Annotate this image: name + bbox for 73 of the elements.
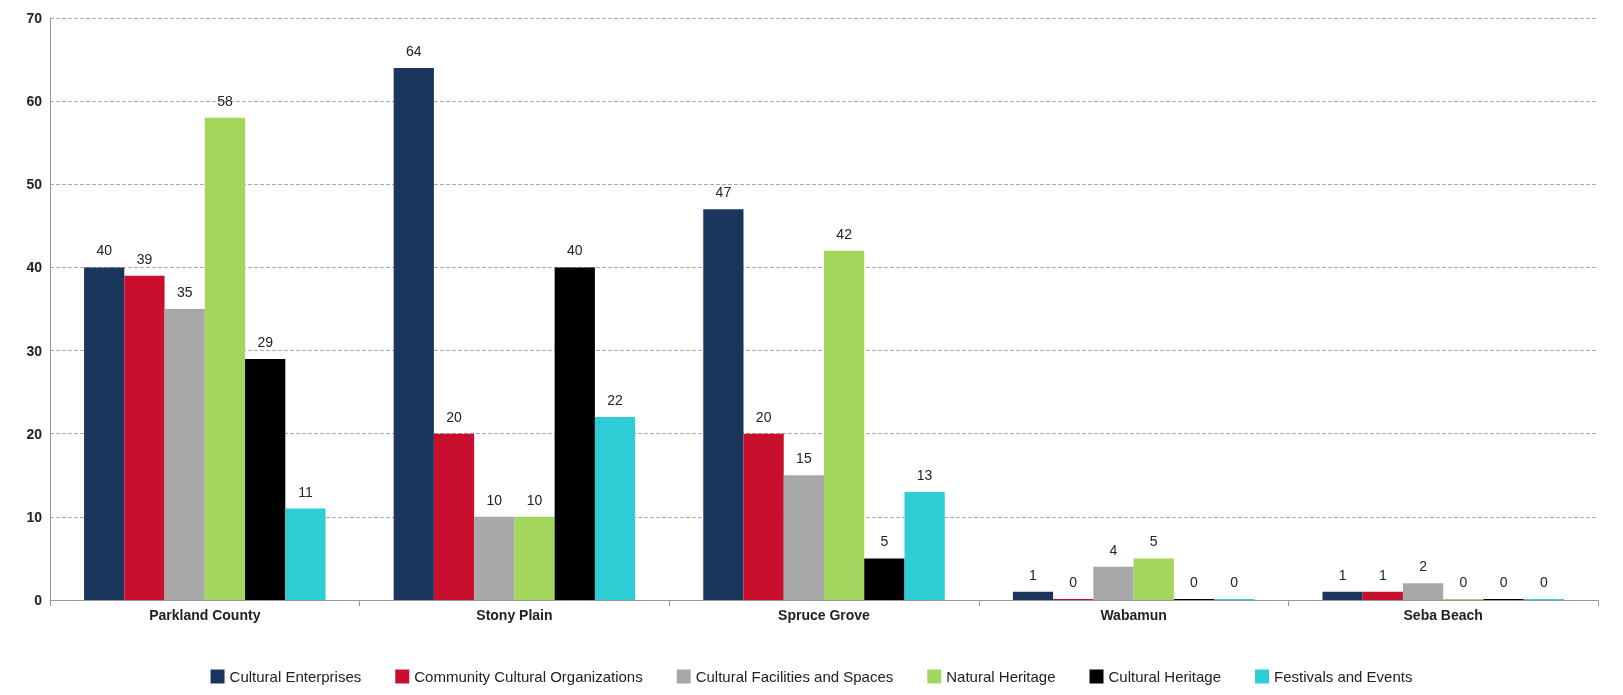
data-label: 1 bbox=[1378, 566, 1387, 583]
bar bbox=[474, 516, 515, 600]
data-label: 4 bbox=[1109, 541, 1118, 558]
data-label: 1 bbox=[1338, 566, 1347, 583]
bar bbox=[285, 508, 326, 600]
data-label: 0 bbox=[1499, 574, 1508, 590]
data-label: 40 bbox=[566, 242, 583, 259]
bar bbox=[245, 358, 286, 600]
data-label: 0 bbox=[1539, 574, 1548, 590]
data-label: 5 bbox=[1149, 533, 1158, 550]
legend-label: Natural Heritage bbox=[946, 668, 1056, 685]
y-tick-label: 70 bbox=[26, 10, 43, 26]
bar bbox=[594, 417, 636, 600]
data-label: 35 bbox=[176, 284, 193, 300]
bar bbox=[1133, 558, 1174, 600]
y-tick-label: 10 bbox=[26, 508, 43, 525]
bar bbox=[1093, 566, 1134, 600]
data-label: 22 bbox=[607, 392, 624, 409]
data-label: 10 bbox=[526, 491, 543, 508]
bar bbox=[703, 209, 744, 600]
y-tick-label: 20 bbox=[26, 425, 43, 442]
legend-label: Festivals and Events bbox=[1274, 668, 1413, 685]
data-label: 11 bbox=[298, 483, 313, 500]
x-tick-label: Stony Plain bbox=[476, 607, 553, 623]
data-label: 15 bbox=[796, 450, 812, 467]
bar bbox=[824, 250, 865, 600]
bar bbox=[1322, 591, 1363, 600]
bar bbox=[124, 275, 165, 600]
legend-label: Community Cultural Organizations bbox=[414, 668, 643, 685]
bar bbox=[743, 433, 784, 600]
bar bbox=[1012, 591, 1054, 600]
bar bbox=[1362, 591, 1403, 600]
bar bbox=[1402, 583, 1444, 600]
y-tick-label: 50 bbox=[26, 176, 43, 193]
legend-label: Cultural Enterprises bbox=[229, 668, 362, 685]
bar bbox=[904, 491, 945, 600]
x-tick-label: Spruce Grove bbox=[778, 607, 871, 623]
data-label: 58 bbox=[217, 92, 233, 109]
y-tick-label: 60 bbox=[26, 93, 43, 110]
data-label: 20 bbox=[446, 408, 463, 425]
bar bbox=[164, 309, 205, 600]
data-label: 0 bbox=[1190, 574, 1199, 590]
bar bbox=[864, 558, 905, 600]
data-label: 5 bbox=[880, 533, 889, 550]
x-tick-label: Seba Beach bbox=[1403, 607, 1483, 623]
data-label: 20 bbox=[755, 408, 772, 425]
y-tick-label: 0 bbox=[34, 592, 43, 608]
bar bbox=[204, 117, 246, 600]
data-label: 0 bbox=[1459, 574, 1468, 590]
x-tick-label: Parkland County bbox=[149, 607, 261, 623]
data-label: 1 bbox=[1029, 566, 1038, 583]
data-label: 29 bbox=[257, 333, 274, 350]
bar bbox=[84, 267, 125, 600]
data-label: 39 bbox=[136, 250, 153, 267]
data-label: 2 bbox=[1419, 558, 1428, 575]
bar bbox=[514, 516, 555, 600]
bar bbox=[554, 267, 595, 600]
legend-label: Cultural Facilities and Spaces bbox=[695, 668, 894, 685]
data-label: 0 bbox=[1230, 574, 1239, 590]
bar bbox=[393, 67, 434, 600]
data-label: 40 bbox=[96, 242, 113, 259]
legend-label: Cultural Heritage bbox=[1108, 668, 1222, 685]
data-label: 47 bbox=[715, 184, 732, 201]
y-tick-label: 30 bbox=[26, 342, 43, 359]
x-tick-label: Wabamun bbox=[1100, 607, 1167, 623]
data-label: 42 bbox=[836, 225, 853, 242]
data-label: 0 bbox=[1069, 574, 1078, 590]
data-label: 10 bbox=[486, 491, 503, 508]
data-label: 64 bbox=[405, 42, 422, 59]
bar bbox=[783, 475, 824, 600]
bar bbox=[433, 433, 475, 600]
data-label: 13 bbox=[916, 466, 933, 483]
y-tick-label: 40 bbox=[26, 259, 43, 276]
